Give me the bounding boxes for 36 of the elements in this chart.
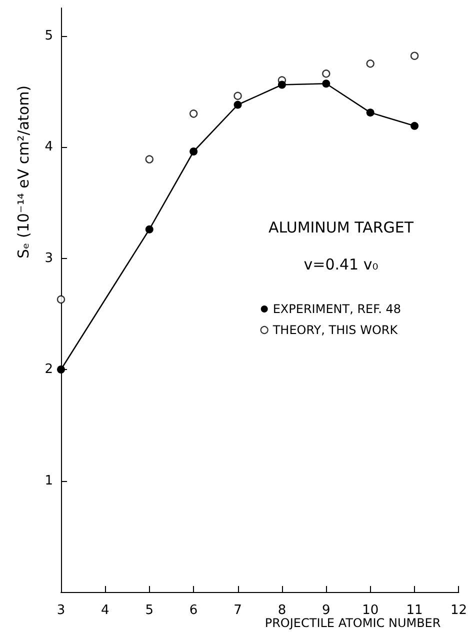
y-tick-label: 2 [44, 362, 53, 378]
y-tick-label: 4 [44, 140, 53, 155]
point [366, 60, 374, 68]
x-tick-label: 6 [189, 603, 198, 618]
annotation: v=0.41 v₀ [304, 256, 378, 274]
y-axis-title: Sₑ (10⁻¹⁴ eV cm²/atom) [14, 85, 32, 259]
x-tick-label: 5 [145, 603, 154, 618]
annotation: ALUMINUM TARGET [268, 218, 414, 236]
x-tick-label: 12 [450, 603, 467, 618]
x-tick-label: 11 [406, 603, 423, 618]
point [190, 148, 198, 156]
x-tick-label: 3 [56, 603, 66, 618]
x-tick-label: 9 [322, 603, 330, 618]
x-axis-title: PROJECTILE ATOMIC NUMBER [264, 616, 441, 630]
point [322, 70, 330, 78]
legend-label: THEORY, THIS WORK [272, 323, 399, 337]
y-tick-label: 5 [44, 28, 53, 44]
x-tick-label: 8 [278, 603, 286, 618]
y-tick-label: 1 [44, 473, 53, 488]
y-tick-label: 3 [44, 250, 53, 266]
point [366, 108, 374, 117]
point [410, 122, 419, 130]
point [57, 366, 65, 374]
point [145, 155, 154, 164]
point [322, 80, 330, 88]
x-tick-label: 7 [234, 603, 242, 618]
point [234, 100, 242, 109]
x-tick-label: 4 [101, 603, 110, 618]
point [278, 80, 286, 89]
point [56, 295, 66, 304]
legend-label: EXPERIMENT, REF. 48 [272, 302, 402, 316]
point [410, 52, 419, 60]
point [234, 92, 242, 100]
point [189, 110, 198, 118]
x-tick-label: 10 [362, 603, 379, 618]
point [145, 225, 154, 234]
